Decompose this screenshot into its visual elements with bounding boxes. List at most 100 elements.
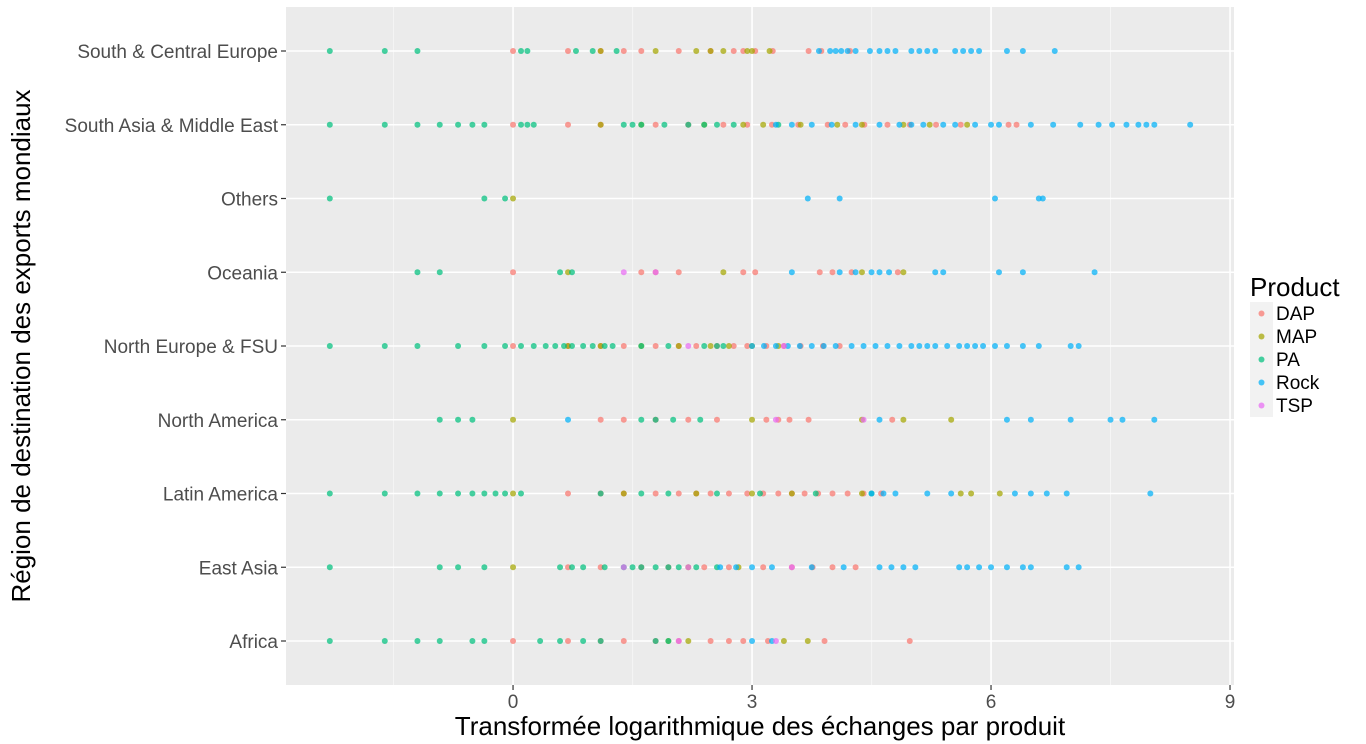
data-point bbox=[1003, 564, 1010, 571]
data-point bbox=[889, 416, 896, 423]
data-point bbox=[1075, 564, 1082, 571]
data-point bbox=[828, 121, 835, 128]
data-point bbox=[1050, 121, 1057, 128]
data-point bbox=[916, 343, 923, 349]
data-point bbox=[481, 121, 488, 128]
data-point bbox=[561, 343, 568, 349]
data-point bbox=[848, 343, 855, 349]
data-point bbox=[685, 564, 692, 571]
data-point bbox=[455, 416, 462, 423]
data-point bbox=[772, 638, 779, 644]
data-point bbox=[638, 269, 645, 276]
data-point bbox=[652, 638, 659, 644]
data-point bbox=[414, 269, 421, 276]
data-point bbox=[812, 490, 819, 497]
data-point bbox=[852, 121, 859, 128]
data-point bbox=[730, 121, 737, 128]
data-point bbox=[956, 343, 963, 349]
data-point bbox=[808, 564, 815, 571]
data-point bbox=[697, 416, 704, 423]
data-point bbox=[829, 490, 836, 497]
data-point bbox=[620, 416, 627, 423]
data-point bbox=[940, 269, 947, 276]
data-point bbox=[880, 490, 887, 497]
data-point bbox=[995, 269, 1002, 276]
data-point bbox=[995, 121, 1002, 128]
data-point bbox=[707, 343, 714, 349]
data-point bbox=[940, 121, 947, 128]
data-point bbox=[1003, 416, 1010, 423]
data-point bbox=[620, 638, 627, 644]
data-point bbox=[693, 343, 700, 349]
data-point bbox=[565, 416, 572, 423]
data-point bbox=[894, 269, 901, 276]
data-point bbox=[916, 48, 923, 54]
x-axis-title: Transformée logarithmique des échanges p… bbox=[455, 711, 1066, 741]
data-point bbox=[455, 343, 462, 349]
data-point bbox=[381, 490, 388, 497]
data-point bbox=[932, 343, 939, 349]
y-tick-label: Others bbox=[221, 190, 278, 211]
data-point bbox=[1075, 343, 1082, 349]
data-point bbox=[510, 416, 517, 423]
data-point bbox=[956, 564, 963, 571]
data-point bbox=[565, 638, 572, 644]
data-point bbox=[876, 269, 883, 276]
data-point bbox=[638, 343, 645, 349]
data-point bbox=[620, 343, 627, 349]
data-point bbox=[805, 48, 812, 54]
data-point bbox=[1135, 121, 1142, 128]
data-point bbox=[542, 343, 549, 349]
data-point bbox=[900, 269, 907, 276]
legend-key-symbol bbox=[1258, 356, 1265, 363]
data-point bbox=[952, 48, 959, 54]
data-point bbox=[685, 121, 692, 128]
y-tick-label: Oceania bbox=[207, 263, 278, 284]
y-axis-title: Région de destination des exports mondia… bbox=[6, 89, 36, 602]
legend-title: Product bbox=[1250, 272, 1340, 302]
data-point bbox=[1035, 343, 1042, 349]
series-pa bbox=[326, 48, 875, 644]
data-point bbox=[1123, 121, 1130, 128]
data-point bbox=[852, 564, 859, 571]
data-point bbox=[510, 343, 517, 349]
data-point bbox=[629, 564, 636, 571]
data-point bbox=[589, 343, 596, 349]
data-point bbox=[749, 48, 756, 54]
data-point bbox=[713, 490, 720, 497]
data-point bbox=[326, 121, 333, 128]
data-point bbox=[455, 564, 462, 571]
data-point bbox=[766, 48, 773, 54]
data-point bbox=[858, 490, 865, 497]
x-tick-label: 0 bbox=[508, 692, 519, 713]
data-point bbox=[565, 48, 572, 54]
data-point bbox=[815, 48, 822, 54]
data-point bbox=[580, 564, 587, 571]
data-point bbox=[968, 490, 975, 497]
data-point bbox=[772, 343, 779, 349]
data-point bbox=[713, 121, 720, 128]
data-point bbox=[957, 121, 964, 128]
data-point bbox=[733, 564, 740, 571]
data-point bbox=[952, 121, 959, 128]
data-point bbox=[992, 343, 999, 349]
data-point bbox=[840, 564, 847, 571]
legend-key-symbol bbox=[1258, 310, 1265, 317]
data-point bbox=[675, 638, 682, 644]
data-point bbox=[1003, 48, 1010, 54]
data-point bbox=[1027, 490, 1034, 497]
data-point bbox=[972, 121, 979, 128]
data-point bbox=[530, 343, 537, 349]
data-point bbox=[381, 48, 388, 54]
data-point bbox=[844, 48, 851, 54]
data-point bbox=[788, 564, 795, 571]
data-point bbox=[613, 48, 620, 54]
data-point bbox=[804, 638, 811, 644]
data-point bbox=[652, 121, 659, 128]
data-point bbox=[717, 564, 724, 571]
data-point bbox=[757, 490, 763, 497]
x-tick-label: 6 bbox=[986, 692, 997, 713]
data-point bbox=[620, 48, 627, 54]
data-point bbox=[1027, 416, 1034, 423]
data-point bbox=[988, 121, 995, 128]
